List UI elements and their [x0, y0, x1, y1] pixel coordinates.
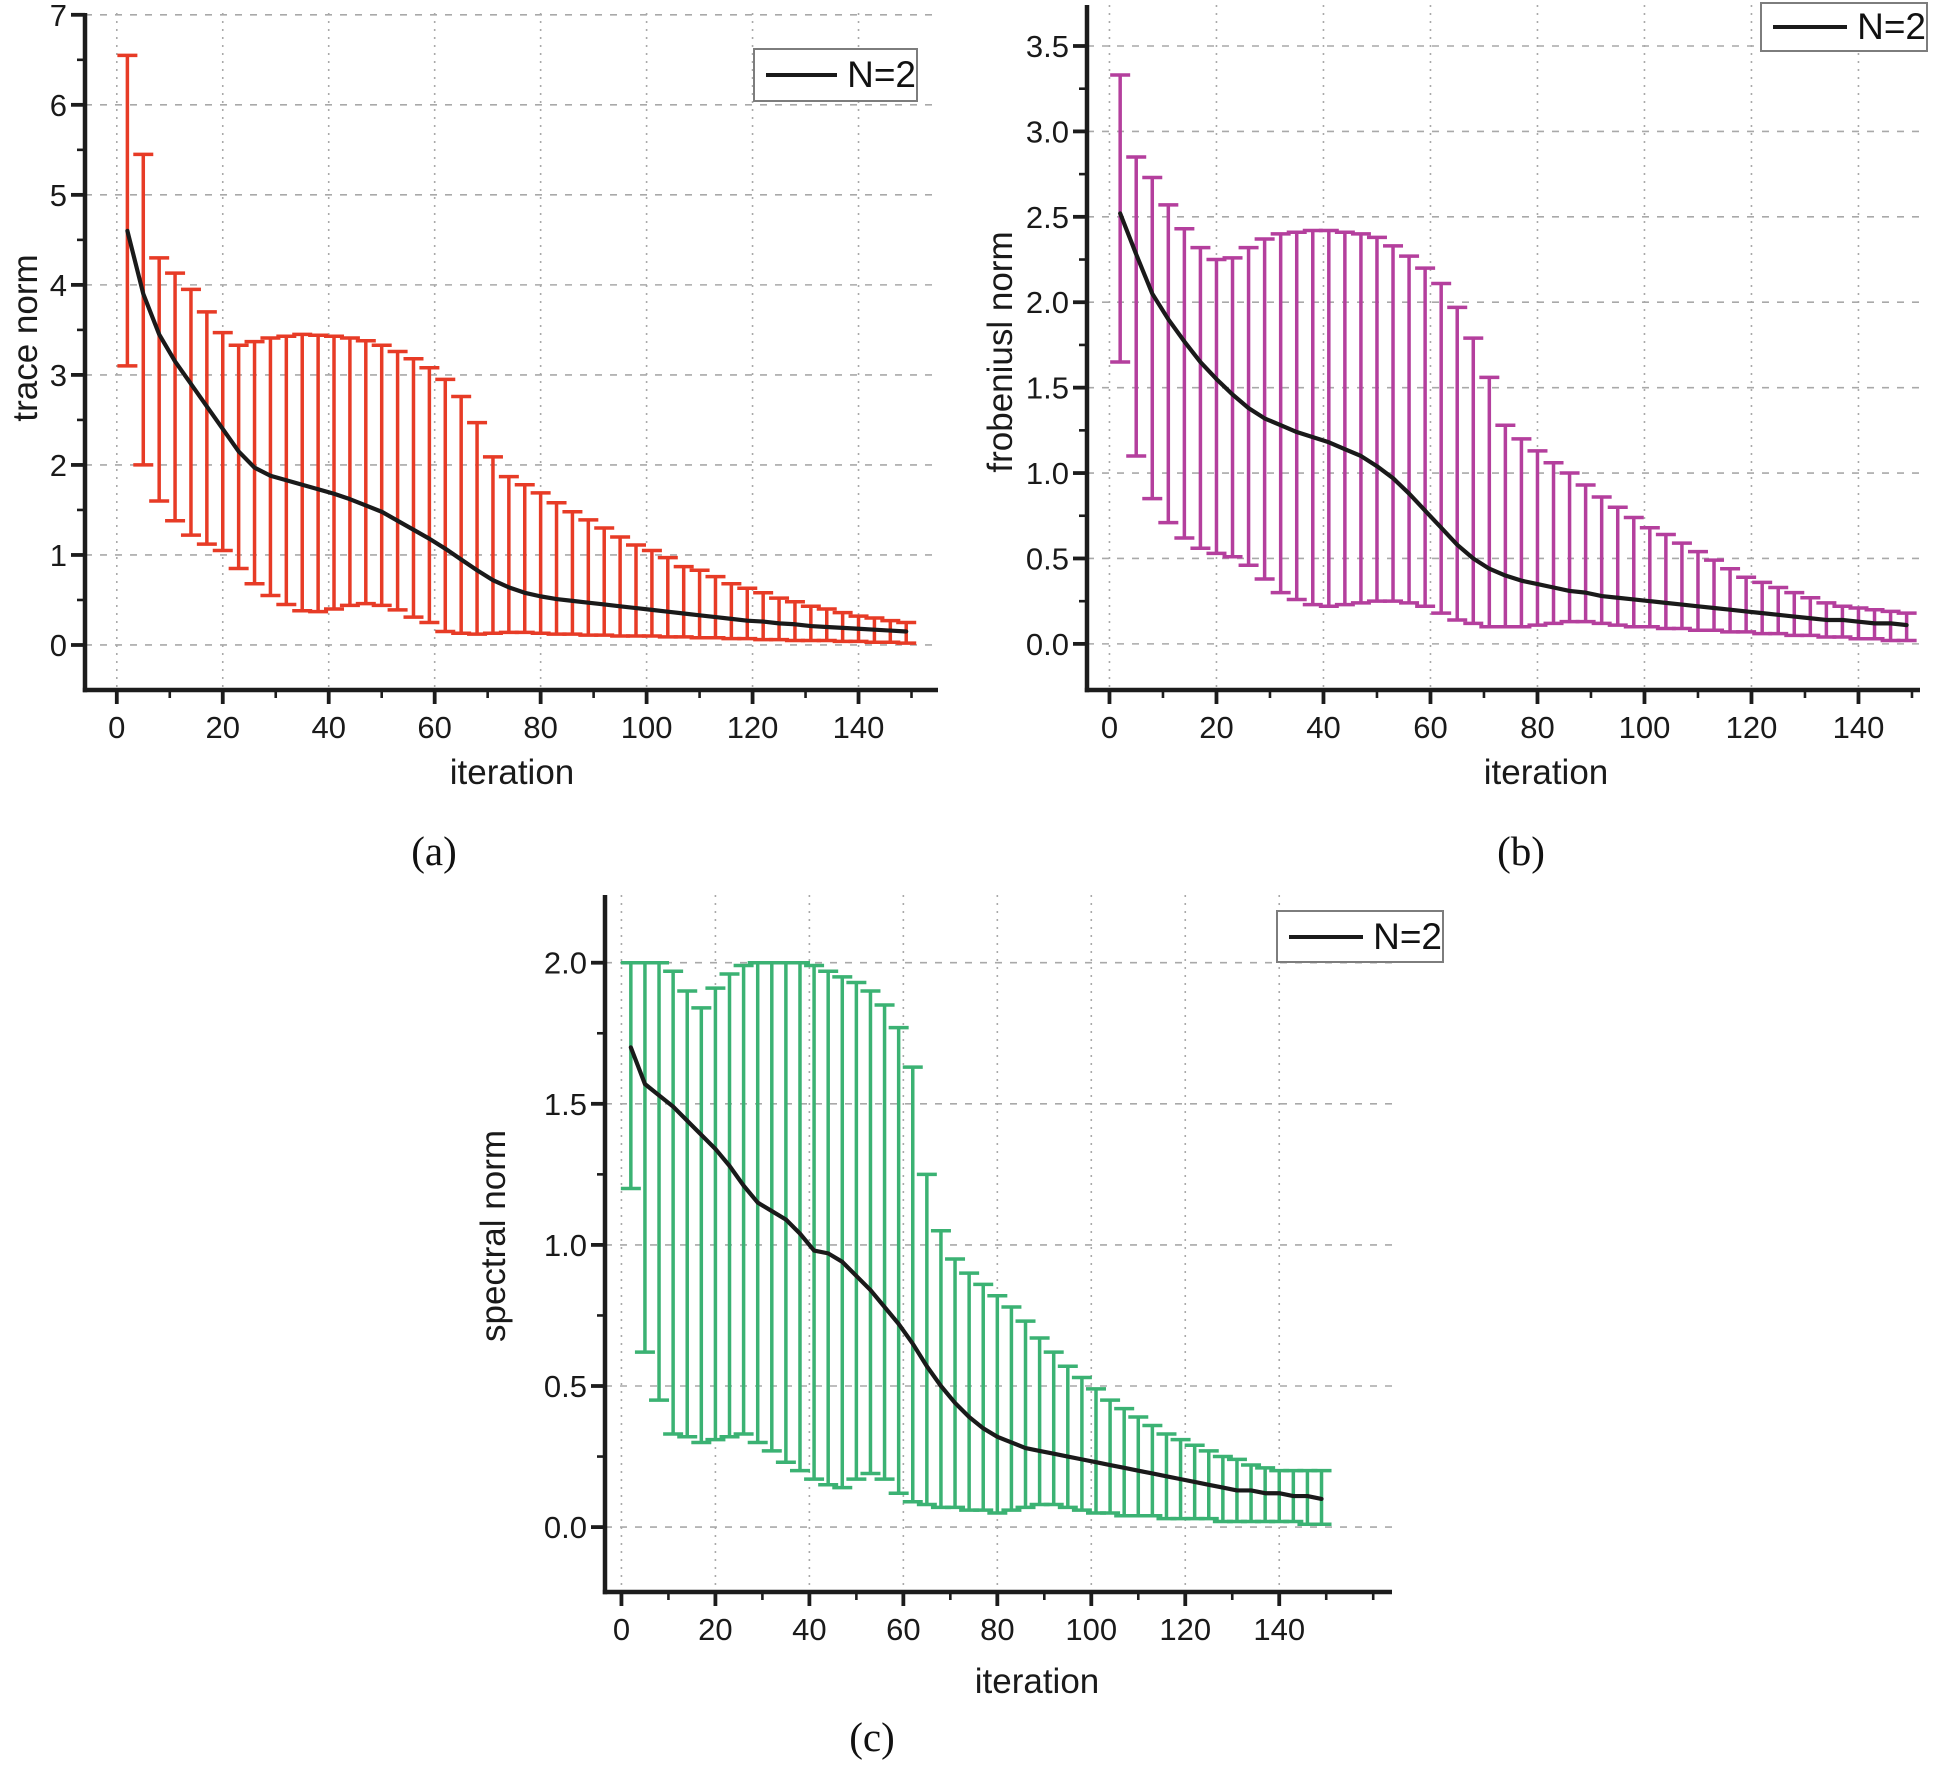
svg-text:2: 2 [50, 448, 67, 483]
svg-text:1.0: 1.0 [1026, 456, 1069, 491]
y-axis-title-b: frobeniusl norm [981, 231, 1020, 473]
svg-text:1.5: 1.5 [544, 1087, 587, 1122]
svg-text:100: 100 [1065, 1612, 1117, 1647]
tick-labels: 0 20 40 60 80 100 120 140 0.0 0.5 1.0 1.5 2.0 [544, 946, 1305, 1647]
svg-text:80: 80 [1520, 710, 1554, 745]
mean-line [125, 228, 909, 634]
svg-text:20: 20 [698, 1612, 732, 1647]
ticks [71, 12, 913, 704]
y-axis-title-c: spectral norm [474, 1129, 513, 1343]
x-axis-title-a: iteration [449, 753, 575, 792]
x-axis-title-c: iteration [974, 1662, 1100, 1701]
y-axis-title-a: trace norm [6, 254, 45, 422]
grid [85, 13, 938, 690]
axes [82, 13, 938, 693]
legend-label: N=2 [847, 54, 916, 95]
legend-line-sample-icon [766, 73, 838, 77]
panel-c: 0 20 40 60 80 100 120 140 0.0 0.5 1.0 1.5 2.0 [544, 895, 1392, 1647]
panel-a: 0 20 40 60 80 100 120 140 0 1 2 3 4 5 6 7 [50, 0, 938, 745]
tick-labels: 0 20 40 60 80 100 120 140 0 1 2 3 4 5 6 7 [50, 0, 885, 745]
legend-c: N=2 [1276, 910, 1444, 963]
svg-text:140: 140 [833, 710, 885, 745]
svg-text:1.0: 1.0 [544, 1228, 587, 1263]
svg-text:60: 60 [886, 1612, 920, 1647]
svg-text:40: 40 [311, 710, 345, 745]
legend-label: N=2 [1373, 915, 1442, 957]
svg-text:0: 0 [613, 1612, 630, 1647]
svg-text:5: 5 [50, 178, 67, 213]
legend-a: N=2 [753, 48, 918, 102]
error-bars [117, 53, 917, 645]
panel-b: 0 20 40 60 80 100 120 140 0.0 0.5 1.0 1.5 2.0 2.5 3.0 3… [1026, 5, 1920, 745]
svg-text:140: 140 [1253, 1612, 1305, 1647]
legend-b: N=2 [1760, 2, 1928, 52]
legend-label: N=2 [1857, 6, 1926, 47]
svg-text:3: 3 [50, 358, 67, 393]
ticks [1073, 44, 1914, 704]
svg-text:3.5: 3.5 [1026, 29, 1069, 64]
svg-text:0.5: 0.5 [1026, 541, 1069, 576]
svg-text:60: 60 [417, 710, 451, 745]
svg-text:2.5: 2.5 [1026, 200, 1069, 235]
tick-labels: 0 20 40 60 80 100 120 140 0.0 0.5 1.0 1.5 2.0 2.5 3.0 3… [1026, 29, 1884, 745]
mean-line [1118, 211, 1909, 628]
svg-text:20: 20 [206, 710, 240, 745]
svg-text:0.0: 0.0 [1026, 627, 1069, 662]
svg-text:120: 120 [1726, 710, 1778, 745]
panel-caption-b: (b) [1497, 828, 1545, 874]
svg-text:4: 4 [50, 268, 67, 303]
svg-text:40: 40 [792, 1612, 826, 1647]
svg-text:100: 100 [1619, 710, 1671, 745]
svg-text:1: 1 [50, 538, 67, 573]
ticks [591, 960, 1375, 1606]
svg-text:40: 40 [1306, 710, 1340, 745]
legend-line-sample-icon [1289, 934, 1364, 939]
svg-text:120: 120 [1159, 1612, 1211, 1647]
svg-text:140: 140 [1833, 710, 1885, 745]
svg-text:20: 20 [1199, 710, 1233, 745]
svg-text:3.0: 3.0 [1026, 114, 1069, 149]
svg-text:2.0: 2.0 [544, 946, 587, 981]
grid [1087, 5, 1920, 690]
svg-text:0: 0 [50, 628, 67, 663]
svg-text:6: 6 [50, 88, 67, 123]
svg-text:0.5: 0.5 [544, 1369, 587, 1404]
svg-text:7: 7 [50, 0, 67, 33]
svg-text:0: 0 [108, 710, 125, 745]
panel-caption-c: (c) [849, 1714, 895, 1760]
svg-text:60: 60 [1413, 710, 1447, 745]
legend-line-sample-icon [1773, 25, 1848, 29]
svg-text:0.0: 0.0 [544, 1510, 587, 1545]
axes [1084, 5, 1920, 693]
svg-text:80: 80 [523, 710, 557, 745]
error-bars [620, 960, 1332, 1527]
svg-text:1.5: 1.5 [1026, 371, 1069, 406]
svg-text:80: 80 [980, 1612, 1014, 1647]
error-bars [1110, 73, 1917, 643]
x-axis-title-b: iteration [1483, 753, 1609, 792]
svg-text:2.0: 2.0 [1026, 285, 1069, 320]
svg-text:100: 100 [621, 710, 673, 745]
mean-line [628, 1045, 1324, 1501]
svg-text:0: 0 [1101, 710, 1118, 745]
svg-text:120: 120 [727, 710, 779, 745]
panel-caption-a: (a) [411, 828, 457, 874]
